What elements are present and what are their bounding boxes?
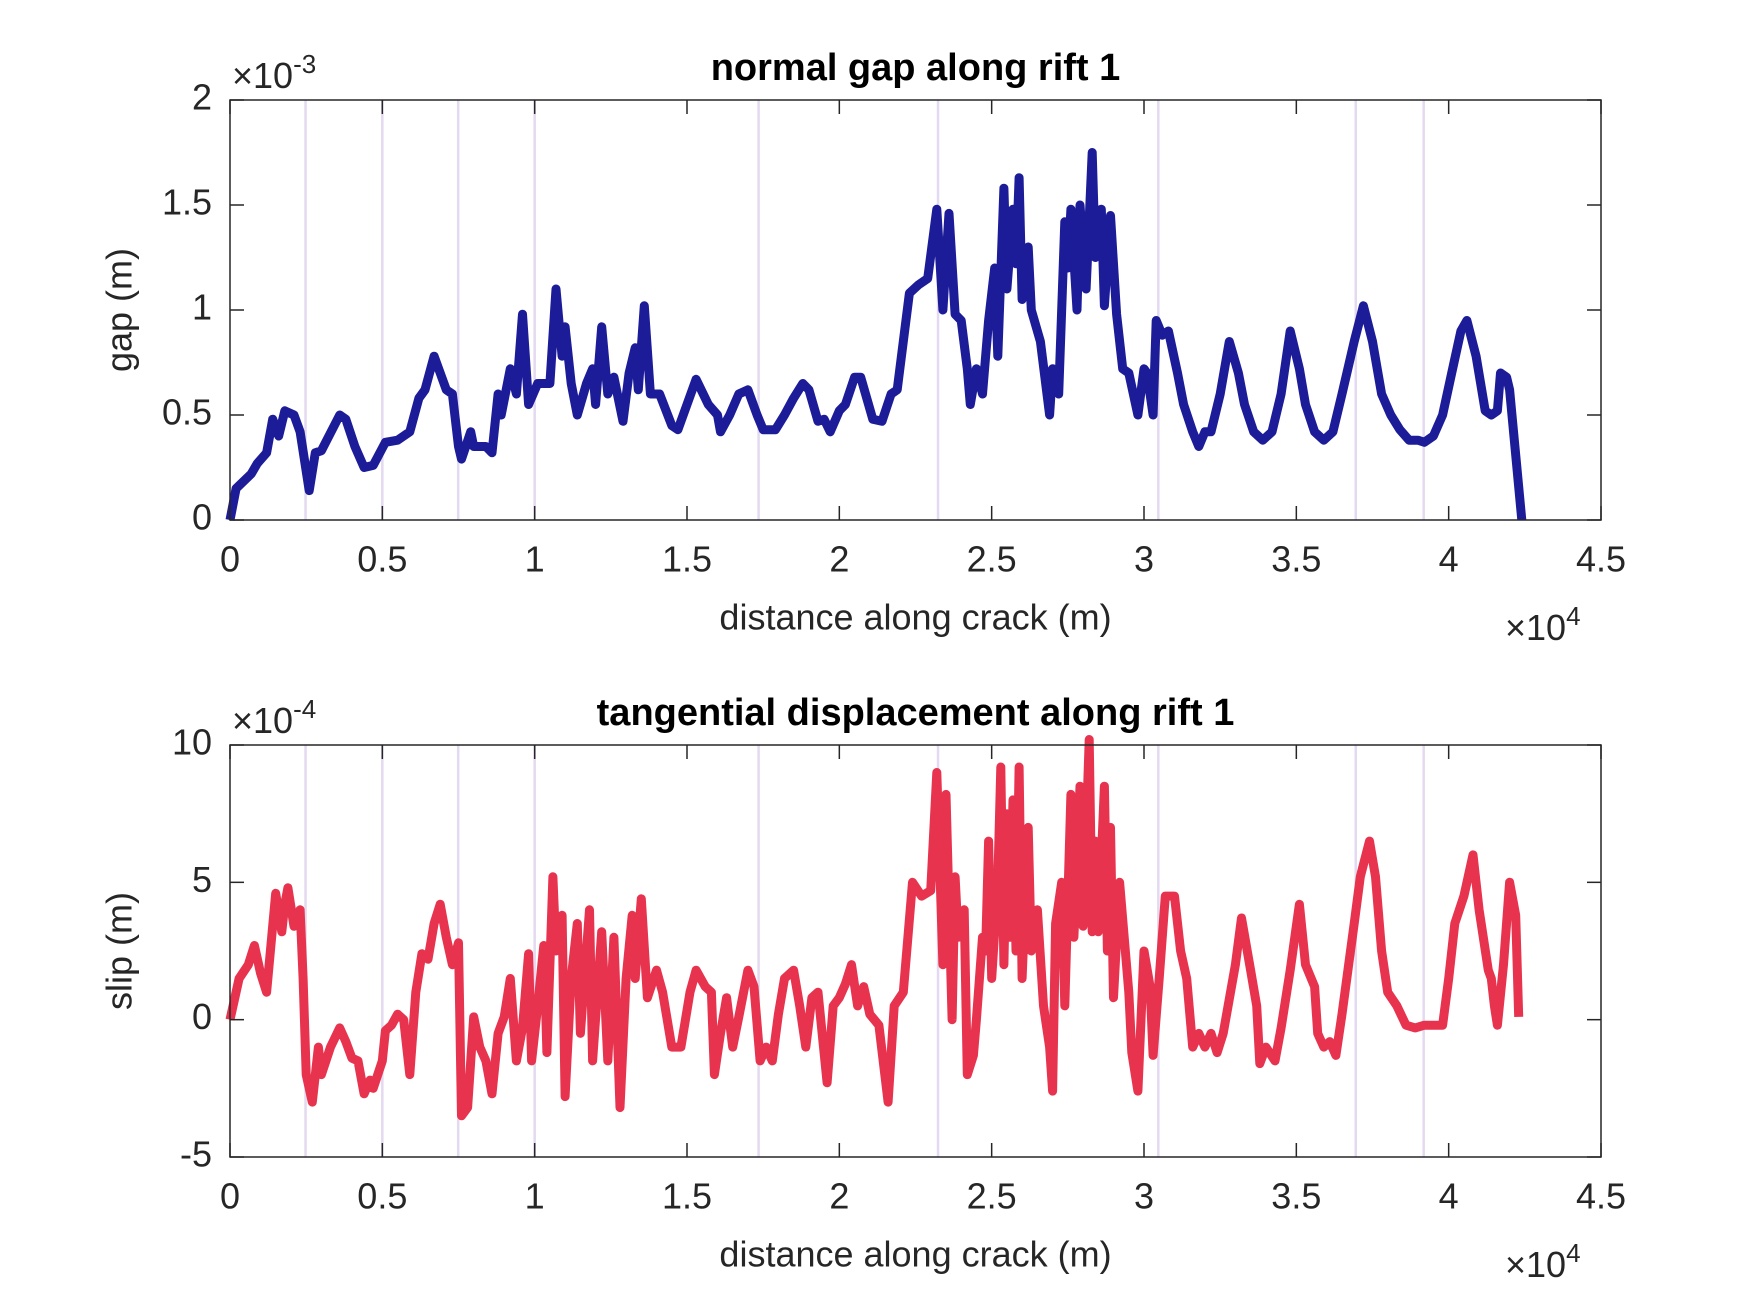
- y-multiplier: ×10-4: [232, 694, 316, 741]
- x-tick-label: 3.5: [1271, 1176, 1321, 1217]
- y-tick-label: 0.5: [162, 392, 212, 433]
- chart-title: normal gap along rift 1: [711, 47, 1121, 89]
- x-multiplier: ×104: [1505, 1238, 1581, 1285]
- x-tick-label: 0: [220, 1176, 240, 1217]
- y-tick-label: 5: [192, 859, 212, 900]
- x-tick-label: 0.5: [357, 1176, 407, 1217]
- x-tick-label: 1.5: [662, 1176, 712, 1217]
- x-multiplier-exponent: 4: [1566, 601, 1580, 631]
- y-tick-label: 0: [192, 996, 212, 1037]
- x-tick-label: 0.5: [357, 539, 407, 580]
- y-multiplier-exponent: -4: [293, 694, 316, 724]
- chart-title: tangential displacement along rift 1: [597, 692, 1235, 734]
- y-axis-label: slip (m): [99, 892, 140, 1010]
- axes-box: [229, 744, 1602, 1158]
- y-multiplier-base: ×10: [232, 55, 293, 96]
- x-tick-label: 4: [1439, 1176, 1459, 1217]
- series-line: [225, 148, 1527, 521]
- plot-area: [230, 100, 1601, 520]
- x-tick-label: 1: [525, 539, 545, 580]
- x-tick-label: 2: [829, 539, 849, 580]
- x-tick-label: 2: [829, 1176, 849, 1217]
- x-tick-label: 0: [220, 539, 240, 580]
- x-axis-label: distance along crack (m): [719, 597, 1111, 638]
- x-tick-label: 1: [525, 1176, 545, 1217]
- x-tick-label: 1.5: [662, 539, 712, 580]
- x-multiplier-exponent: 4: [1566, 1238, 1580, 1268]
- x-tick-label: 3: [1134, 1176, 1154, 1217]
- y-tick-label: 10: [172, 722, 212, 763]
- y-tick-label: -5: [180, 1134, 212, 1175]
- x-tick-label: 2.5: [967, 1176, 1017, 1217]
- series-line: [225, 735, 1524, 1121]
- y-tick-label: 1: [192, 287, 212, 328]
- x-tick-label: 2.5: [967, 539, 1017, 580]
- y-tick-label: 1.5: [162, 182, 212, 223]
- y-axis-label: gap (m): [99, 248, 140, 372]
- plot-area: [230, 745, 1601, 1157]
- x-tick-label: 3: [1134, 539, 1154, 580]
- x-tick-label: 4: [1439, 539, 1459, 580]
- data-line: [225, 148, 1527, 521]
- y-multiplier: ×10-3: [232, 49, 316, 96]
- y-multiplier-base: ×10: [232, 700, 293, 741]
- x-tick-label: 4.5: [1576, 539, 1626, 580]
- x-multiplier: ×104: [1505, 601, 1581, 648]
- x-multiplier-base: ×10: [1505, 607, 1566, 648]
- y-tick-label: 0: [192, 497, 212, 538]
- y-multiplier-exponent: -3: [293, 49, 316, 79]
- y-tick-label: 2: [192, 77, 212, 118]
- x-tick-label: 4.5: [1576, 1176, 1626, 1217]
- x-tick-label: 3.5: [1271, 539, 1321, 580]
- data-line: [225, 735, 1524, 1121]
- x-axis-label: distance along crack (m): [719, 1234, 1111, 1275]
- x-multiplier-base: ×10: [1505, 1244, 1566, 1285]
